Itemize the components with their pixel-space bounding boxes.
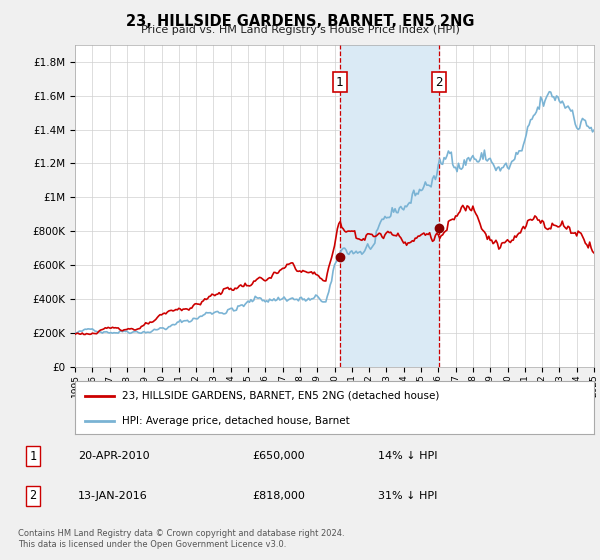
Text: 2: 2 (435, 76, 443, 88)
Text: 23, HILLSIDE GARDENS, BARNET, EN5 2NG (detached house): 23, HILLSIDE GARDENS, BARNET, EN5 2NG (d… (122, 391, 439, 401)
Text: 31% ↓ HPI: 31% ↓ HPI (378, 491, 437, 501)
Text: Price paid vs. HM Land Registry's House Price Index (HPI): Price paid vs. HM Land Registry's House … (140, 25, 460, 35)
Text: 13-JAN-2016: 13-JAN-2016 (78, 491, 148, 501)
Text: 23, HILLSIDE GARDENS, BARNET, EN5 2NG: 23, HILLSIDE GARDENS, BARNET, EN5 2NG (126, 14, 474, 29)
Text: 20-APR-2010: 20-APR-2010 (78, 451, 149, 461)
Text: £650,000: £650,000 (252, 451, 305, 461)
Bar (340, 45, 439, 367)
Text: 1: 1 (29, 450, 37, 463)
Text: 1: 1 (336, 76, 343, 88)
Text: 14% ↓ HPI: 14% ↓ HPI (378, 451, 437, 461)
Text: Contains HM Land Registry data © Crown copyright and database right 2024.
This d: Contains HM Land Registry data © Crown c… (18, 529, 344, 549)
Text: £818,000: £818,000 (252, 491, 305, 501)
Text: 2: 2 (29, 489, 37, 502)
Text: HPI: Average price, detached house, Barnet: HPI: Average price, detached house, Barn… (122, 416, 349, 426)
